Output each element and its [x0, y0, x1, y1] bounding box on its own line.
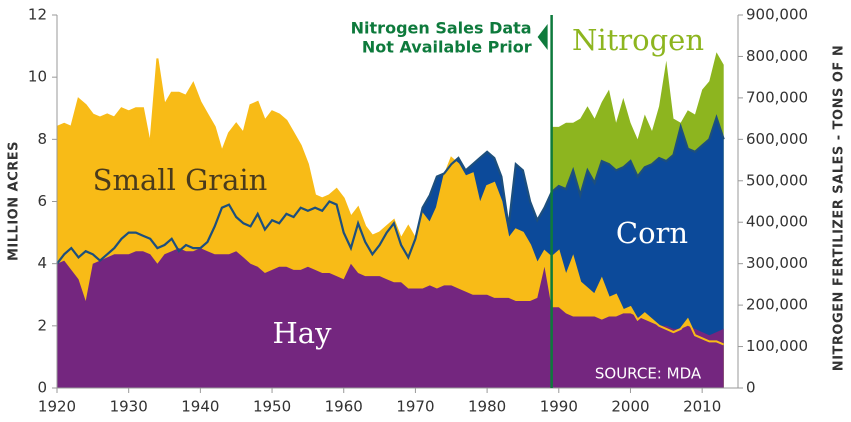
x-tick-label: 1920 [38, 398, 76, 416]
y2-tick-label: 100,000 [746, 337, 808, 355]
y2-tick-label: 600,000 [746, 130, 808, 148]
x-tick-label: 1990 [540, 398, 578, 416]
area-3 [57, 248, 724, 388]
small-grain-line [56, 58, 725, 346]
series-label: Nitrogen [572, 23, 704, 57]
y2-tick-label: 800,000 [746, 47, 808, 65]
y2-tick-label: 900,000 [746, 6, 808, 24]
y-tick-label: 2 [37, 316, 47, 334]
y-tick-label: 8 [37, 130, 47, 148]
y-tick-label: 10 [28, 68, 47, 86]
y-tick-label: 12 [28, 6, 47, 24]
series-label: Small Grain [93, 163, 268, 197]
x-tick-label: 1930 [110, 398, 148, 416]
y2-tick-label: 200,000 [746, 296, 808, 314]
y2-axis-title: NITROGEN FERTILIZER SALES - TONS OF N [832, 45, 847, 371]
series-label: Hay [273, 316, 333, 350]
y-axis-title: MILLION ACRES [7, 141, 22, 261]
x-tick-label: 1960 [325, 398, 363, 416]
y-tick-label: 4 [37, 254, 47, 272]
y2-tick-label: 0 [746, 379, 756, 397]
y2-tick-label: 300,000 [746, 254, 808, 272]
x-tick-label: 2000 [611, 398, 649, 416]
x-tick-label: 1980 [468, 398, 506, 416]
source-note: SOURCE: MDA [595, 365, 702, 383]
series-label: Corn [616, 216, 688, 250]
annotation-arrow [537, 24, 548, 50]
annotation-text: Not Available Prior [362, 38, 532, 57]
x-tick-label: 1950 [253, 398, 291, 416]
y2-tick-label: 400,000 [746, 213, 808, 231]
x-tick-label: 1970 [396, 398, 434, 416]
y-tick-label: 0 [37, 379, 47, 397]
annotation-text: Nitrogen Sales Data [351, 19, 532, 38]
x-tick-label: 1940 [181, 398, 219, 416]
plot-area [56, 52, 725, 389]
corn-line [56, 114, 725, 265]
y-tick-label: 6 [37, 192, 47, 210]
x-tick-label: 2010 [683, 398, 721, 416]
y2-tick-label: 500,000 [746, 171, 808, 189]
y2-tick-label: 700,000 [746, 88, 808, 106]
